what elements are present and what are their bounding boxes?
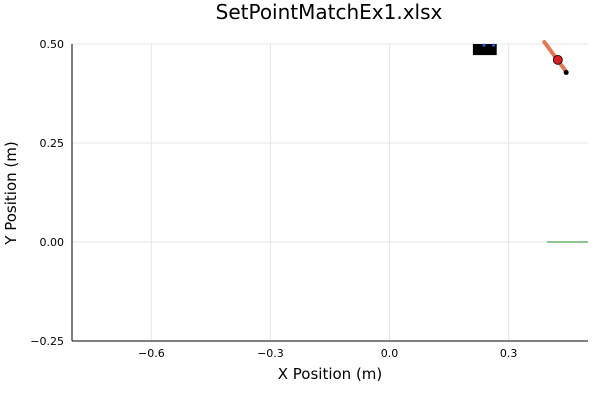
y-tick-label: 0.25 [40,137,65,150]
tick-labels: −0.6 −0.3 0.0 0.3 −0.25 0.00 0.25 0.50 [30,38,517,360]
x-tick-label: 0.3 [500,347,518,360]
plot-area [472,40,588,243]
y-tick-label: −0.25 [30,335,64,348]
black-point [563,70,569,76]
grid [72,43,588,342]
red-point [552,54,563,65]
y-axis-label: Y Position (m) [2,141,20,245]
x-tick-label: 0.0 [381,347,399,360]
black-block [472,44,497,56]
axes-frame [71,44,588,342]
x-tick-label: −0.6 [138,347,165,360]
blue-mark [482,43,486,47]
x-axis-label: X Position (m) [278,365,383,383]
x-tick-label: −0.3 [257,347,284,360]
y-tick-label: 0.50 [40,38,65,51]
chart-title: SetPointMatchEx1.xlsx [216,0,443,24]
blue-mark [491,43,496,47]
y-tick-label: 0.00 [40,236,65,249]
